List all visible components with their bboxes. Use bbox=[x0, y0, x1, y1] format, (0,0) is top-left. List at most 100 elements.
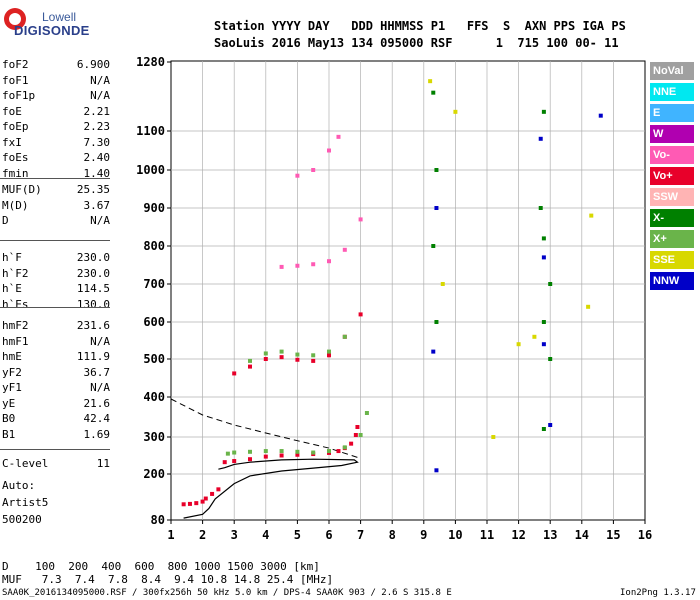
separator bbox=[0, 240, 110, 241]
y-tick-label: 1100 bbox=[136, 124, 165, 138]
echo-point bbox=[263, 357, 268, 361]
param-name: B0 bbox=[2, 412, 16, 425]
param-value: N/A bbox=[90, 73, 110, 87]
param-value: 1.69 bbox=[83, 427, 111, 441]
param-name: foEp bbox=[2, 120, 29, 133]
echo-point bbox=[440, 282, 445, 286]
header-labels: Station YYYY DAY DDD HHMMSS P1 FFS S AXN… bbox=[214, 19, 626, 33]
echo-point bbox=[538, 136, 543, 141]
param-value: 230.0 bbox=[76, 251, 110, 264]
echo-point bbox=[248, 449, 252, 454]
echo-point bbox=[216, 487, 221, 492]
param-value: 25.35 bbox=[76, 183, 110, 196]
echo-point bbox=[548, 357, 553, 361]
param-value: 231.6 bbox=[76, 319, 110, 332]
param-row: B0 42.4 bbox=[2, 411, 110, 426]
y-tick-label: 300 bbox=[143, 430, 165, 444]
y-axis-ticks: 80 200 300 400 500 600 700 800 900 1000 1100 1280 bbox=[136, 55, 171, 527]
echo-point bbox=[548, 282, 553, 286]
x-tick-label: 10 bbox=[448, 528, 462, 542]
param-name: foF1 bbox=[2, 73, 29, 87]
param-value: 230.0 bbox=[76, 266, 110, 280]
echo-point bbox=[541, 236, 546, 241]
param-value: 21.6 bbox=[83, 396, 111, 410]
echo-point bbox=[342, 445, 347, 450]
echo-point bbox=[327, 349, 331, 354]
echo-point bbox=[491, 435, 496, 439]
param-row: fxI 7.30 bbox=[2, 135, 110, 150]
logo-mark-icon bbox=[4, 8, 26, 30]
y-tick-label: 400 bbox=[143, 390, 165, 404]
echo-point bbox=[311, 262, 316, 267]
param-value: 2.40 bbox=[83, 151, 111, 164]
echo-point bbox=[311, 168, 316, 172]
clevel-name: C-level bbox=[2, 457, 49, 470]
echo-point bbox=[295, 173, 300, 178]
param-row: h`F 230.0 bbox=[2, 250, 110, 265]
echo-point bbox=[279, 349, 284, 354]
legend-item: Vo+ bbox=[650, 167, 694, 185]
x-tick-label: 16 bbox=[638, 528, 652, 542]
legend-item: X+ bbox=[650, 230, 694, 248]
echo-point bbox=[232, 459, 237, 464]
echo-point bbox=[358, 433, 363, 437]
echo-point bbox=[342, 334, 347, 339]
legend-item: NNW bbox=[650, 272, 694, 290]
echo-point bbox=[541, 320, 546, 324]
x-tick-label: 11 bbox=[480, 528, 494, 542]
param-name: h`E bbox=[2, 282, 22, 295]
param-name: M(D) bbox=[2, 198, 29, 212]
auto-label: Auto: bbox=[2, 479, 36, 492]
echo-point bbox=[295, 449, 300, 454]
echo-point bbox=[263, 449, 268, 454]
y-tick-label: 80 bbox=[151, 513, 165, 527]
param-row: hmE 111.9 bbox=[2, 349, 110, 364]
plot-frame bbox=[170, 60, 646, 521]
echo-point bbox=[516, 342, 521, 347]
param-name: hmE bbox=[2, 350, 22, 363]
y-tick-label: 1280 bbox=[136, 55, 165, 69]
echo-point bbox=[203, 496, 208, 501]
param-value: N/A bbox=[90, 89, 110, 102]
echo-point bbox=[541, 255, 546, 260]
y-tick-label: 200 bbox=[143, 467, 165, 481]
param-name: B1 bbox=[2, 427, 16, 441]
echo-point bbox=[434, 206, 439, 210]
echo-point bbox=[232, 371, 237, 376]
echo-point bbox=[279, 449, 284, 454]
echo-point bbox=[541, 109, 546, 114]
param-row: foEp 2.23 bbox=[2, 119, 110, 134]
x-tick-label: 14 bbox=[575, 528, 589, 542]
echo-point bbox=[431, 244, 436, 248]
echo-point bbox=[200, 499, 205, 504]
param-name: foF2 bbox=[2, 58, 29, 71]
echo-point bbox=[181, 502, 186, 507]
x-tick-label: 1 bbox=[167, 528, 174, 542]
echo-point bbox=[210, 491, 215, 496]
auto-code: 500200 bbox=[2, 513, 42, 526]
param-name: yE bbox=[2, 396, 16, 410]
param-row: foE 2.21 bbox=[2, 104, 110, 119]
param-row: h`F2 230.0 bbox=[2, 266, 110, 281]
y-tick-label: 700 bbox=[143, 277, 165, 291]
param-value: 2.21 bbox=[83, 104, 111, 118]
y-tick-label: 800 bbox=[143, 239, 165, 253]
echo-point bbox=[434, 468, 439, 473]
echo-point bbox=[453, 109, 458, 114]
param-name: yF1 bbox=[2, 381, 22, 394]
param-name: hmF2 bbox=[2, 319, 29, 332]
param-row: hmF1 N/A bbox=[2, 334, 110, 349]
param-row: hmF2 231.6 bbox=[2, 318, 110, 333]
param-row: MUF(D) 25.35 bbox=[2, 182, 110, 197]
separator bbox=[0, 449, 110, 450]
param-row: foF1 N/A bbox=[2, 73, 110, 88]
echo-point bbox=[349, 441, 354, 446]
echo-point bbox=[327, 259, 331, 264]
param-name: h`F2 bbox=[2, 266, 29, 280]
echo-point bbox=[353, 433, 358, 437]
param-name: yF2 bbox=[2, 365, 22, 379]
param-row: yF2 36.7 bbox=[2, 365, 110, 380]
echo-point bbox=[589, 213, 594, 218]
echo-point bbox=[358, 217, 363, 222]
echo-point bbox=[279, 355, 284, 360]
